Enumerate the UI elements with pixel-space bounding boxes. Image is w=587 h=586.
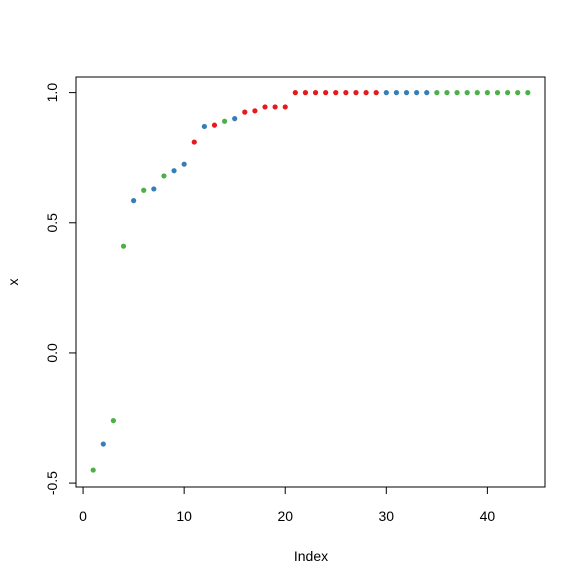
data-point	[343, 90, 349, 96]
data-point	[515, 90, 521, 96]
x-axis-title: Index	[294, 548, 328, 564]
data-point	[292, 90, 298, 96]
y-tick-label: 1.0	[44, 83, 60, 103]
data-point	[242, 109, 248, 115]
data-point	[424, 90, 430, 96]
data-point	[414, 90, 420, 96]
data-point	[100, 441, 106, 447]
data-point	[181, 161, 187, 167]
y-tick-label: 0.5	[44, 213, 60, 233]
data-point	[403, 90, 410, 96]
y-tick-label: 0.0	[44, 343, 60, 363]
data-point	[141, 187, 147, 193]
data-point	[312, 90, 319, 96]
plot-box	[75, 76, 546, 488]
data-point	[323, 90, 329, 96]
data-point	[211, 122, 218, 128]
data-point	[393, 90, 400, 96]
data-points	[90, 90, 531, 473]
data-point	[201, 123, 207, 130]
y-tick-label: -0.5	[44, 471, 60, 495]
data-point	[171, 168, 177, 174]
x-tick-label: 0	[79, 508, 87, 524]
data-point	[262, 104, 268, 110]
data-point	[302, 90, 309, 96]
data-point	[444, 90, 450, 96]
data-point	[110, 418, 116, 424]
x-tick-label: 20	[277, 508, 293, 524]
x-tick-label: 30	[379, 508, 395, 524]
data-point	[232, 116, 238, 122]
data-point	[474, 90, 480, 96]
x-axis: 0 10 20 30 40	[79, 486, 496, 524]
data-point	[454, 90, 460, 96]
data-point	[464, 90, 470, 96]
data-point	[363, 90, 369, 96]
data-point	[494, 90, 501, 96]
data-point	[131, 198, 137, 204]
x-tick-label: 40	[480, 508, 496, 524]
data-point	[252, 108, 258, 114]
data-point	[434, 90, 440, 96]
data-point	[353, 90, 359, 96]
data-point	[484, 90, 490, 96]
x-tick-label: 10	[176, 508, 192, 524]
data-point	[282, 104, 288, 110]
data-point	[373, 90, 379, 96]
data-point	[525, 90, 531, 96]
data-point	[151, 186, 157, 192]
data-point	[90, 467, 96, 473]
data-point	[221, 118, 228, 124]
data-point	[505, 90, 511, 96]
y-axis: -0.5 0.0 0.5 1.0	[44, 83, 77, 495]
data-point	[161, 173, 167, 179]
data-point	[272, 104, 278, 110]
y-axis-title: x	[5, 279, 21, 286]
data-point	[120, 243, 127, 249]
data-point	[383, 90, 389, 96]
data-point	[333, 90, 339, 96]
data-point	[191, 139, 197, 145]
